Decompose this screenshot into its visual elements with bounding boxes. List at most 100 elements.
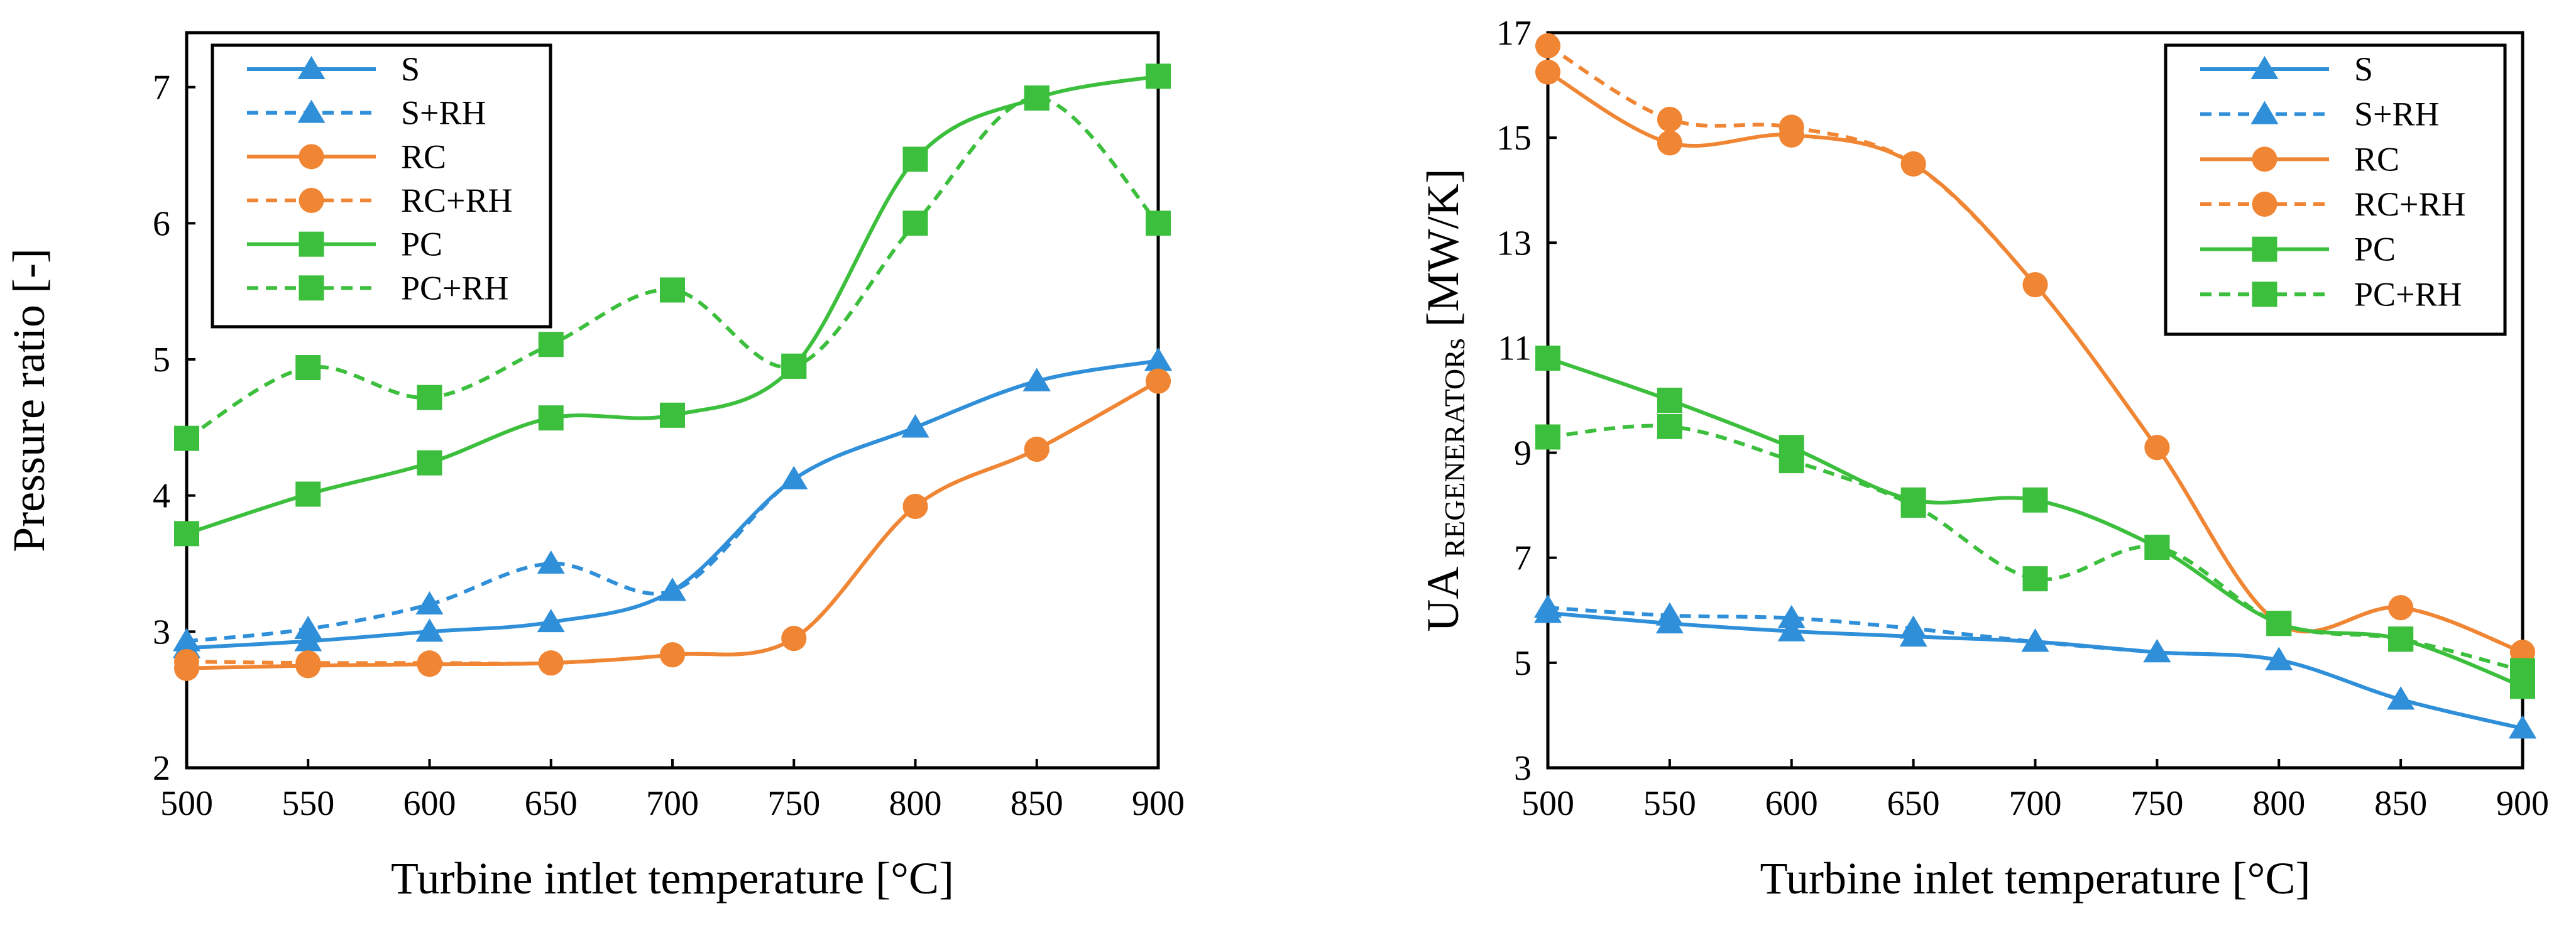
legend-marker-rc-plus-rh	[299, 188, 324, 213]
x-tick-label: 850	[2374, 784, 2427, 823]
data-point-pc-plus-rh-550	[295, 355, 321, 380]
legend-marker-s-plus-rh	[2250, 101, 2279, 124]
y-tick-label: 2	[153, 749, 170, 788]
data-point-pc-plus-rh-550	[1657, 413, 1682, 439]
data-point-s-plus-rh-850	[1022, 368, 1051, 391]
y-tick-label: 5	[153, 341, 170, 379]
y-axis-title: UA REGENERATORs [MW/K]	[1418, 168, 1471, 631]
x-tick-label: 750	[2130, 784, 2183, 823]
data-point-s-plus-rh-750	[2143, 639, 2171, 663]
legend-item-pc-plus-rh: PC+RH	[2200, 275, 2462, 313]
y-tick-label: 9	[1514, 434, 1532, 473]
y-tick-label: 11	[1498, 329, 1532, 368]
x-tick-label: 650	[525, 784, 578, 823]
data-point-s-plus-rh-800	[901, 414, 929, 438]
legend-label-s-plus-rh: S+RH	[2354, 96, 2440, 133]
data-point-s-plus-rh-500	[173, 628, 200, 652]
data-point-pc-550	[1657, 388, 1682, 413]
series-line-pc	[186, 74, 1159, 536]
data-point-pc-plus-rh-800	[902, 210, 928, 236]
x-tick-label: 550	[282, 784, 334, 823]
legend-box	[211, 43, 552, 329]
x-tick-label: 800	[889, 784, 942, 823]
data-point-s-plus-rh-900	[1144, 347, 1172, 371]
data-point-rc-plus-rh-600	[1779, 114, 1804, 140]
y-tick-label: 6	[153, 204, 170, 243]
legend-item-s-plus-rh: S+RH	[2200, 96, 2440, 133]
legend-label-pc-plus-rh: PC+RH	[2354, 275, 2462, 313]
series-markers	[173, 63, 1172, 681]
legend-marker-pc-plus-rh	[299, 275, 324, 301]
legend-label-pc: PC	[401, 226, 442, 263]
ua-regenerators-chart: 500 550 600 650 700 750 800 850 900 3 5 7 9 11 13 15 17 T…	[1418, 14, 2549, 903]
y-tick-label: 13	[1496, 224, 1532, 263]
data-point-pc-plus-rh-650	[1900, 493, 1926, 518]
data-point-rc-plus-rh-850	[2388, 595, 2414, 621]
x-tick-label: 900	[2496, 784, 2549, 823]
legend-marker-s	[297, 56, 326, 79]
data-point-rc-plus-rh-600	[417, 650, 442, 676]
data-point-pc-800	[902, 146, 928, 172]
legend-item-rc-plus-rh: RC+RH	[247, 182, 513, 219]
x-tick-label: 700	[2009, 784, 2062, 823]
legend-item-rc-plus-rh: RC+RH	[2200, 185, 2466, 223]
data-point-s-plus-rh-600	[1777, 604, 1806, 628]
data-point-s-plus-rh-500	[1534, 594, 1562, 618]
data-point-pc-650	[538, 405, 564, 431]
y-tick-label: 15	[1496, 119, 1532, 158]
data-point-pc-plus-rh-850	[1024, 85, 1050, 111]
data-point-pc-plus-rh-500	[174, 425, 199, 451]
legend-label-pc-plus-rh: PC+RH	[401, 269, 509, 307]
data-point-pc-900	[1146, 63, 1171, 89]
data-point-pc-plus-rh-900	[1146, 210, 1171, 236]
data-point-pc-plus-rh-600	[417, 385, 442, 410]
series-line-pc-plus-rh	[185, 96, 1160, 440]
legend-item-rc: RC	[2200, 140, 2399, 178]
x-tick-label: 500	[1521, 784, 1574, 823]
series-line-s-plus-rh	[1547, 606, 2523, 731]
data-point-s-550	[294, 628, 322, 652]
legend-marker-pc	[299, 231, 324, 257]
data-point-rc-550	[1657, 130, 1682, 156]
y-axis-title: Pressure ratio [-]	[4, 248, 54, 552]
legend-item-rc: RC	[247, 138, 446, 175]
data-point-s-plus-rh-600	[415, 591, 444, 614]
x-axis-title: Turbine intlet temperature [°C]	[391, 853, 954, 903]
data-point-pc-plus-rh-800	[2266, 611, 2292, 636]
data-point-s-plus-rh-850	[2387, 686, 2415, 710]
data-point-pc-plus-rh-700	[660, 277, 685, 303]
series-line-s-plus-rh	[186, 359, 1159, 643]
legend: S S+RH RC RC+RH PC PC+RH	[211, 43, 552, 329]
data-point-pc-plus-rh-900	[2510, 658, 2535, 684]
data-point-s-plus-rh-800	[2265, 647, 2293, 670]
series-markers	[1534, 33, 2536, 739]
x-axis-title: Turbine inlet temperature [°C]	[1760, 853, 2311, 903]
data-point-pc-plus-rh-500	[1535, 424, 1560, 450]
x-tick-label: 750	[767, 784, 820, 823]
data-point-pc-plus-rh-700	[2022, 566, 2048, 592]
data-point-s-plus-rh-750	[780, 466, 808, 489]
data-point-s-600	[415, 618, 444, 642]
data-point-rc-plus-rh-700	[660, 642, 685, 668]
data-point-pc-500	[1535, 346, 1560, 371]
legend-marker-rc-plus-rh	[2252, 192, 2277, 217]
data-point-rc-plus-rh-750	[781, 626, 807, 652]
x-tick-label: 600	[403, 784, 456, 823]
y-tick-label: 17	[1496, 14, 1532, 53]
y-tick-label: 3	[1514, 749, 1532, 788]
data-point-s-plus-rh-550	[294, 616, 322, 639]
data-point-rc-plus-rh-750	[2144, 435, 2170, 461]
series-line-pc-plus-rh	[1547, 423, 2523, 673]
data-point-pc-600	[417, 450, 442, 476]
legend-marker-rc	[299, 144, 324, 170]
data-point-rc-500	[1535, 59, 1560, 85]
data-point-rc-plus-rh-700	[2022, 272, 2048, 298]
data-point-pc-plus-rh-650	[538, 332, 564, 358]
legend-item-pc: PC	[2200, 231, 2396, 268]
y-tick-label: 7	[153, 68, 170, 107]
pressure-ratio-chart: 500 550 600 650 700 750 800 850 900 2 3 4 5 6 7 Turbine…	[4, 31, 1185, 903]
data-point-pc-550	[295, 481, 321, 507]
legend-label-rc-plus-rh: RC+RH	[2354, 185, 2466, 223]
data-point-s-plus-rh-650	[537, 550, 565, 574]
